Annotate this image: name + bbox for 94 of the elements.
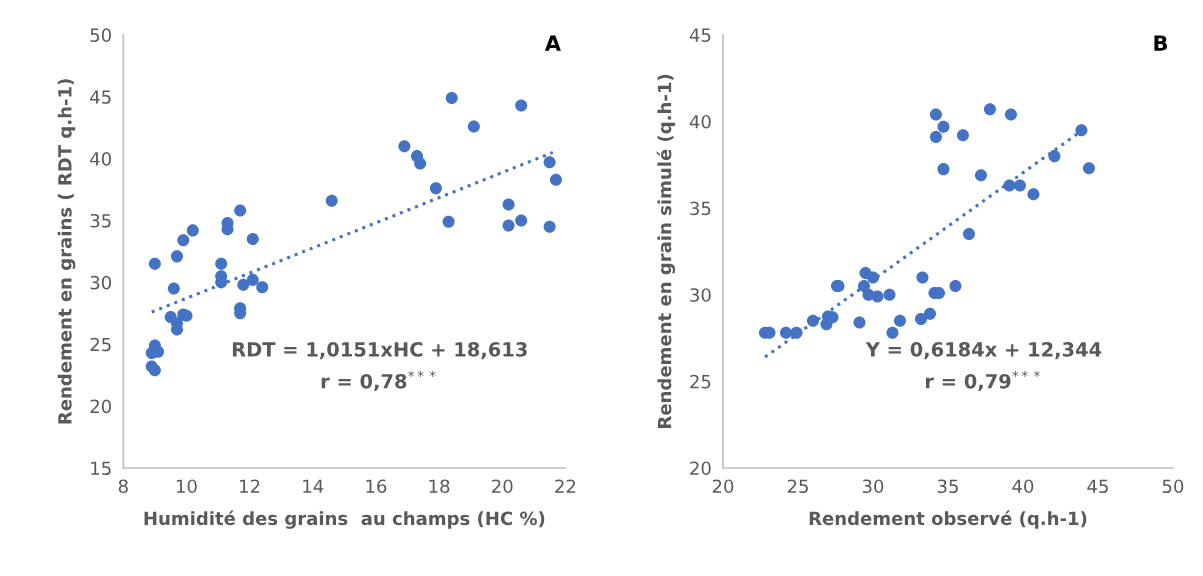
point bbox=[1013, 179, 1026, 192]
annotation: r = 0,79$^{***}$ bbox=[926, 370, 1040, 392]
point bbox=[442, 215, 455, 228]
annotation: Y = 0,6184x + 12,344 bbox=[865, 341, 1102, 360]
x-tick-label: 18 bbox=[429, 479, 450, 494]
point bbox=[779, 326, 793, 339]
point bbox=[916, 271, 929, 284]
x-tick-label: 30 bbox=[862, 479, 884, 494]
point bbox=[148, 257, 161, 270]
point bbox=[1048, 150, 1061, 163]
annotation: RDT = 1,0151xHC + 18,613 bbox=[232, 341, 527, 360]
x-axis-title: Humidité des grains au champs (HC %) bbox=[144, 510, 545, 529]
point bbox=[502, 219, 515, 232]
point bbox=[853, 316, 866, 329]
point bbox=[937, 120, 950, 133]
point bbox=[983, 103, 996, 116]
point bbox=[974, 169, 987, 182]
x-axis-title: Rendement observé (q.h-1) bbox=[809, 510, 1087, 529]
point bbox=[1082, 162, 1095, 175]
x-tick-label: 25 bbox=[787, 479, 808, 494]
y-tick-label: 25 bbox=[90, 337, 111, 352]
x-tick-label: 40 bbox=[1012, 479, 1034, 494]
point bbox=[1027, 188, 1040, 201]
point bbox=[215, 257, 228, 270]
point bbox=[148, 364, 161, 377]
y-tick-label: 35 bbox=[90, 213, 111, 228]
point bbox=[429, 182, 442, 195]
y-tick-label: 30 bbox=[690, 288, 711, 302]
point bbox=[515, 214, 528, 227]
point bbox=[186, 224, 199, 237]
y-tick-label: 35 bbox=[690, 201, 711, 216]
point bbox=[237, 278, 250, 291]
point bbox=[929, 108, 942, 121]
point bbox=[549, 173, 562, 186]
annotation: A bbox=[544, 35, 561, 51]
annotation: r = 0,78$^{***}$ bbox=[321, 370, 436, 392]
point bbox=[246, 233, 259, 246]
point bbox=[893, 314, 906, 327]
x-tick-label: 50 bbox=[1162, 479, 1184, 494]
point bbox=[923, 307, 936, 320]
point bbox=[866, 271, 879, 284]
point bbox=[857, 280, 870, 293]
y-tick-label: 20 bbox=[90, 399, 111, 414]
y-tick-label: 30 bbox=[90, 275, 111, 290]
x-tick-label: 8 bbox=[118, 479, 128, 494]
point bbox=[398, 140, 411, 153]
y-tick-label: 15 bbox=[91, 461, 111, 476]
point bbox=[1075, 124, 1088, 137]
point bbox=[246, 273, 259, 286]
y-axis-title: Rendement en grain simulé (q.h-1) bbox=[656, 74, 676, 428]
point bbox=[806, 314, 819, 327]
point bbox=[1003, 179, 1016, 192]
x-tick-label: 20 bbox=[712, 479, 734, 494]
point bbox=[256, 281, 269, 294]
y-tick-label: 40 bbox=[689, 114, 711, 129]
x-tick-label: 16 bbox=[366, 479, 387, 494]
point bbox=[170, 250, 184, 263]
x-tick-label: 14 bbox=[303, 479, 324, 493]
point bbox=[937, 163, 950, 176]
point bbox=[543, 156, 556, 169]
point bbox=[167, 282, 180, 295]
x-tick-label: 10 bbox=[176, 479, 197, 494]
point bbox=[790, 326, 803, 339]
point bbox=[871, 290, 884, 303]
annotation: B bbox=[1154, 35, 1167, 51]
point bbox=[467, 120, 480, 133]
y-tick-label: 45 bbox=[689, 28, 711, 42]
point bbox=[445, 91, 458, 104]
x-tick-label: 45 bbox=[1087, 479, 1108, 494]
point bbox=[234, 204, 247, 217]
x-tick-label: 20 bbox=[492, 479, 513, 494]
point bbox=[515, 99, 528, 112]
point bbox=[962, 228, 975, 241]
x-tick-label: 22 bbox=[555, 479, 576, 493]
point bbox=[949, 280, 962, 293]
point bbox=[177, 234, 190, 247]
y-tick-label: 45 bbox=[90, 90, 111, 104]
point bbox=[929, 131, 942, 144]
point bbox=[325, 194, 338, 207]
point bbox=[914, 312, 927, 326]
point bbox=[502, 198, 515, 211]
y-tick-label: 25 bbox=[690, 374, 711, 389]
y-tick-label: 20 bbox=[690, 461, 711, 476]
y-tick-label: 40 bbox=[90, 152, 111, 166]
point bbox=[886, 326, 899, 339]
point bbox=[543, 220, 556, 233]
y-axis-title: Rendement en grains ( RDT q.h-1) bbox=[57, 79, 76, 424]
x-tick-label: 12 bbox=[240, 479, 260, 493]
point bbox=[414, 157, 427, 170]
point bbox=[1004, 108, 1017, 121]
x-tick-label: 35 bbox=[937, 479, 958, 494]
y-tick-label: 50 bbox=[90, 28, 111, 42]
point bbox=[883, 288, 896, 301]
point bbox=[956, 129, 969, 142]
